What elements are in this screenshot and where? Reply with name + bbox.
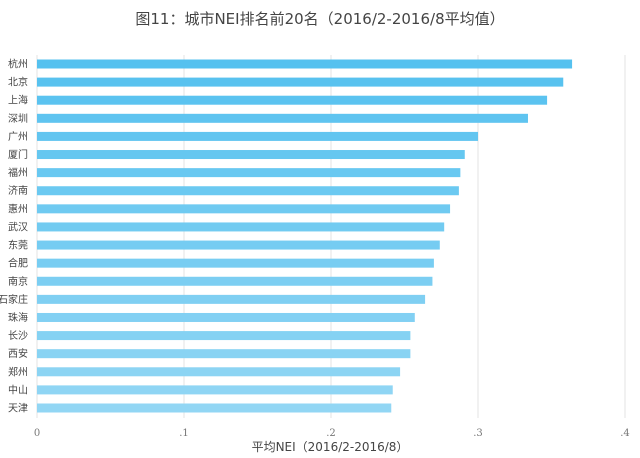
bar	[37, 367, 401, 377]
category-label: 东莞	[8, 239, 28, 252]
x-tick-label: .2	[326, 428, 336, 439]
category-label: 厦门	[8, 148, 28, 161]
bar	[37, 95, 548, 105]
category-label: 郑州	[8, 365, 28, 378]
bar	[37, 331, 411, 341]
bar	[37, 59, 573, 69]
x-tick-label: .3	[473, 428, 483, 439]
x-axis-label: 平均NEI（2016/2-2016/8）	[251, 440, 409, 454]
category-label: 西安	[8, 347, 28, 360]
category-label: 济南	[8, 184, 28, 197]
bar	[37, 312, 415, 322]
bar	[37, 294, 426, 304]
category-label: 惠州	[8, 202, 28, 215]
category-label: 天津	[8, 403, 28, 415]
category-label: 石家庄	[0, 293, 28, 306]
x-tick-label: 0	[34, 428, 40, 439]
category-label: 中山	[8, 383, 28, 396]
category-label: 合肥	[8, 257, 28, 270]
bar	[37, 150, 465, 160]
category-label: 南京	[8, 275, 28, 288]
bar	[37, 77, 564, 87]
bar	[37, 276, 433, 286]
category-label: 福州	[8, 166, 28, 179]
bar	[37, 131, 478, 141]
x-tick-label: .4	[620, 428, 630, 439]
category-label: 深圳	[8, 113, 28, 125]
chart-title: 图11：城市NEI排名前20名（2016/2-2016/8平均值）	[135, 10, 505, 28]
bar	[37, 113, 528, 123]
category-label: 珠海	[8, 311, 28, 324]
category-label: 广州	[8, 131, 28, 143]
category-label: 武汉	[8, 220, 28, 233]
x-tick-label: .1	[179, 428, 189, 439]
bar	[37, 240, 440, 250]
category-label: 上海	[8, 94, 28, 107]
bar	[37, 186, 459, 196]
category-label: 长沙	[8, 330, 28, 342]
bar	[37, 349, 411, 359]
category-label: 北京	[8, 76, 28, 89]
bar	[37, 403, 392, 413]
bar	[37, 222, 445, 232]
category-label: 杭州	[8, 58, 28, 71]
bar	[37, 168, 461, 178]
bar	[37, 258, 434, 268]
bar	[37, 385, 393, 395]
bar	[37, 204, 451, 214]
